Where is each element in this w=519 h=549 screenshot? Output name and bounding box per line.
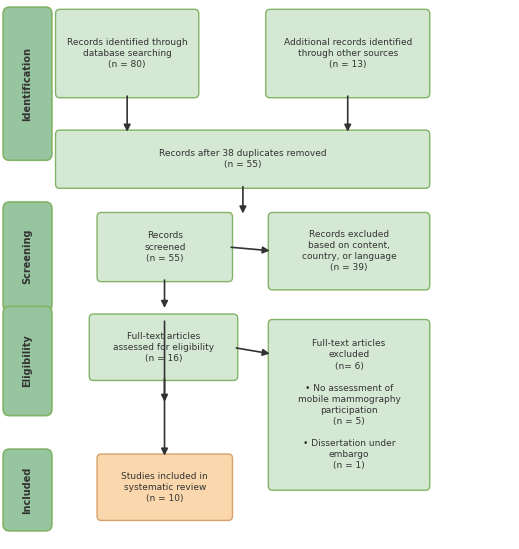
FancyBboxPatch shape [3,7,52,160]
FancyBboxPatch shape [266,9,430,98]
Text: Studies included in
systematic review
(n = 10): Studies included in systematic review (n… [121,472,208,503]
FancyBboxPatch shape [3,449,52,531]
Text: Records identified through
database searching
(n = 80): Records identified through database sear… [67,38,187,69]
FancyBboxPatch shape [3,202,52,311]
FancyBboxPatch shape [97,454,233,520]
Text: Included: Included [22,466,33,514]
Text: Full-text articles
assessed for eligibility
(n = 16): Full-text articles assessed for eligibil… [113,332,214,363]
Text: Identification: Identification [22,47,33,121]
Text: Records
screened
(n = 55): Records screened (n = 55) [144,232,185,262]
FancyBboxPatch shape [268,320,430,490]
Text: Additional records identified
through other sources
(n = 13): Additional records identified through ot… [283,38,412,69]
FancyBboxPatch shape [3,306,52,416]
FancyBboxPatch shape [89,314,238,380]
Text: Screening: Screening [22,229,33,284]
FancyBboxPatch shape [56,9,199,98]
Text: Records after 38 duplicates removed
(n = 55): Records after 38 duplicates removed (n =… [159,149,326,169]
Text: Full-text articles
excluded
(n= 6)

• No assessment of
mobile mammography
partic: Full-text articles excluded (n= 6) • No … [297,339,401,470]
FancyBboxPatch shape [56,130,430,188]
FancyBboxPatch shape [97,212,233,282]
Text: Eligibility: Eligibility [22,334,33,388]
FancyBboxPatch shape [268,212,430,290]
Text: Records excluded
based on content,
country, or language
(n = 39): Records excluded based on content, count… [302,230,397,272]
